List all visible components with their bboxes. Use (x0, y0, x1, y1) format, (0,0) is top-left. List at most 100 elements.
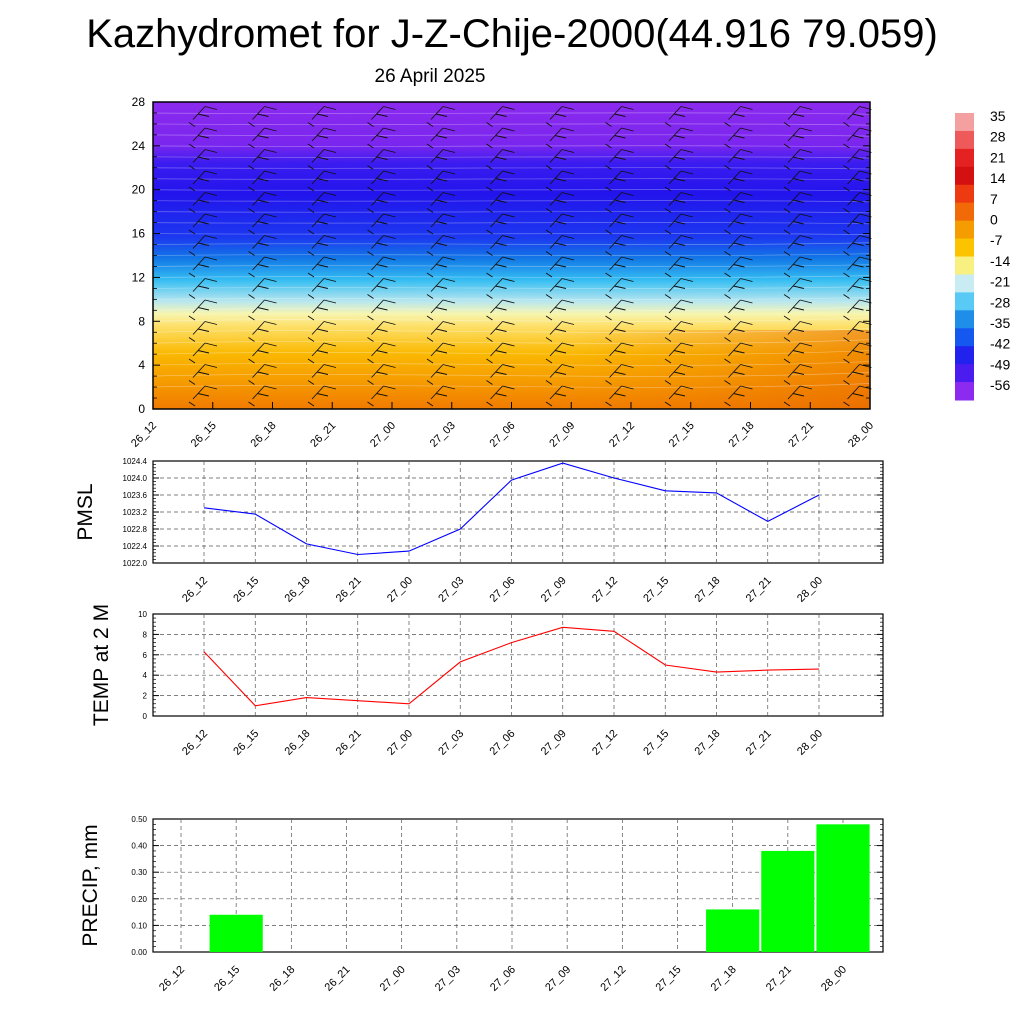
contour-line (152, 233, 871, 236)
wind-barb (724, 364, 753, 385)
wind-barb (307, 256, 337, 278)
colorbar-label: -7 (990, 232, 1003, 248)
colorbar-swatch (955, 238, 974, 257)
pmsl-y-tick-label: 1022.8 (123, 525, 148, 534)
temp-y-tick-label: 0 (143, 712, 148, 721)
contour-line (152, 306, 871, 311)
pmsl-x-tick-label: 28_00 (795, 575, 825, 605)
wind-barb (248, 235, 277, 256)
wind-barb (188, 299, 218, 321)
pmsl-y-tick-label: 1022.4 (123, 542, 148, 551)
heatmap-y-tick-label: 16 (132, 227, 146, 241)
wind-barb (783, 149, 813, 170)
wind-barb (724, 149, 753, 170)
heatmap-y-tick-label: 12 (132, 270, 146, 284)
wind-barb (843, 192, 872, 213)
wind-barb (486, 106, 515, 127)
wind-barb (307, 213, 337, 235)
wind-barb (783, 106, 813, 127)
heatmap-x-tick-label: 27_06 (488, 420, 518, 450)
heatmap-y-tick-label: 4 (138, 358, 145, 372)
wind-barb (724, 235, 753, 256)
wind-barb (486, 256, 515, 278)
colorbar-swatch (955, 220, 974, 240)
heatmap-y-axis: 0 4 8 12 16 20 24 28 (132, 95, 870, 416)
wind-barb (783, 170, 813, 192)
heatmap-y-tick-label: 28 (132, 95, 146, 109)
temp-x-tick-label: 26_12 (180, 728, 210, 758)
wind-barb (426, 106, 456, 127)
wind-barb (248, 149, 277, 170)
wind-barb (188, 213, 218, 235)
wind-barb (188, 127, 218, 149)
wind-barb (605, 278, 634, 299)
wind-barb (367, 106, 396, 127)
wind-barb (724, 321, 753, 342)
wind-barb (188, 106, 218, 127)
wind-barb (783, 278, 813, 299)
pmsl-x-tick-label: 27_21 (744, 575, 774, 605)
contour-line (152, 200, 871, 203)
contour-line (152, 123, 871, 126)
wind-barb (486, 385, 515, 407)
colorbar-label: -49 (990, 356, 1010, 372)
wind-barb (545, 321, 575, 342)
precip-bar (209, 914, 263, 952)
wind-barb (545, 170, 575, 192)
precip-x-tick-label: 27_00 (378, 964, 408, 994)
contour-line (152, 242, 871, 246)
temp-y-axis-title: TEMP at 2 M (90, 604, 113, 726)
wind-barb (248, 256, 277, 278)
colorbar-label: -28 (990, 294, 1010, 310)
temp-x-tick-label: 26_18 (283, 728, 313, 758)
heatmap-y-tick-label: 24 (132, 139, 146, 153)
colorbar-swatch (955, 328, 974, 347)
wind-barb (664, 342, 694, 364)
contour-line (152, 222, 871, 225)
wind-barb (605, 235, 634, 256)
colorbar-label: -21 (990, 274, 1010, 290)
colorbar-swatch (955, 292, 974, 311)
heatmap-x-tick-label: 27_12 (607, 420, 637, 450)
colorbar-label: 14 (990, 170, 1006, 186)
precip-y-tick-label: 0.20 (131, 895, 147, 904)
pmsl-x-tick-label: 26_12 (180, 575, 210, 605)
contour-line (152, 328, 871, 333)
colorbar-label: 28 (990, 129, 1006, 145)
precip-x-tick-label: 27_15 (654, 964, 684, 994)
heatmap-x-tick-label: 26_15 (189, 420, 219, 450)
temp-y-tick-label: 2 (143, 692, 148, 701)
heatmap-x-tick-label: 26_18 (249, 420, 279, 450)
wind-barb (843, 342, 872, 364)
precip-x-tick-label: 27_12 (598, 964, 628, 994)
precip-y-tick-label: 0.10 (131, 921, 147, 930)
wind-barb (307, 170, 337, 192)
precip-y-tick-label: 0.40 (131, 842, 147, 851)
wind-barb (486, 213, 515, 235)
wind-barb (664, 106, 694, 127)
wind-barb (486, 170, 515, 192)
temp-x-tick-label: 28_00 (795, 728, 825, 758)
wind-barb (545, 127, 575, 149)
precip-x-tick-label: 27_06 (488, 964, 518, 994)
wind-barb (724, 106, 753, 127)
contour-line (152, 156, 871, 159)
pmsl-x-tick-label: 26_18 (283, 575, 313, 605)
wind-barb (783, 192, 813, 213)
contour-line (152, 317, 871, 322)
precip-bar (761, 850, 815, 952)
colorbar-label: -42 (990, 336, 1010, 352)
wind-barb (783, 213, 813, 235)
heatmap-warm-region (560, 330, 870, 409)
heatmap-contours (152, 112, 871, 388)
temp-frame (152, 613, 884, 717)
wind-barb (783, 385, 813, 407)
wind-barb (724, 278, 753, 299)
wind-barb (843, 106, 872, 127)
pmsl-x-tick-label: 27_03 (436, 575, 466, 605)
pmsl-x-tick-label: 27_09 (539, 575, 569, 605)
temp-y-tick-label: 4 (143, 671, 148, 680)
wind-barb (664, 256, 694, 278)
pmsl-x-tick-label: 26_21 (334, 575, 364, 605)
wind-barb (307, 149, 337, 170)
